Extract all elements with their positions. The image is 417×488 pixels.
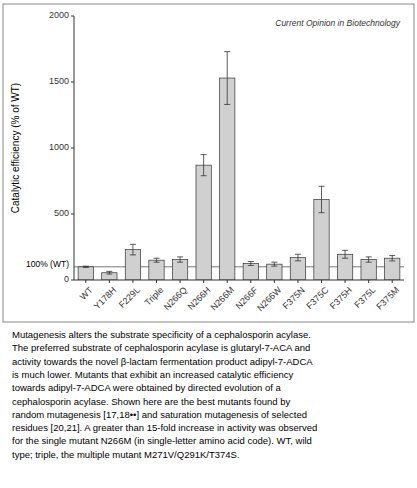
x-tick (321, 280, 322, 283)
error-bar (83, 266, 89, 267)
caption-line: for the single mutant N266M (in single-l… (12, 435, 312, 446)
bar (172, 260, 187, 280)
x-tick-label: F375H (328, 285, 354, 311)
x-tick (132, 280, 133, 283)
error-bar (342, 250, 348, 258)
caption-line: is much lower. Mutants that exhibit an i… (12, 369, 294, 380)
x-axis (74, 280, 404, 281)
caption-line: type; triple, the multiple mutant M271V/… (12, 449, 240, 460)
caption-line: cephalosporin acylase. Shown here are th… (12, 396, 291, 407)
reference-label: 100% (WT) (26, 259, 69, 269)
y-tick (71, 214, 74, 215)
x-tick (109, 280, 110, 283)
y-tick (71, 148, 74, 149)
x-tick-label: F375N (281, 285, 307, 311)
error-bar (295, 254, 301, 261)
error-bar (201, 155, 207, 176)
x-tick (250, 280, 251, 283)
x-tick (180, 280, 181, 283)
error-bar (106, 271, 112, 274)
bar (267, 264, 282, 280)
x-tick-label: N266H (186, 285, 213, 312)
x-tick-label: F375L (352, 285, 377, 310)
caption-line: random mutagenesis [17,18••] and saturat… (12, 409, 307, 420)
bar (220, 78, 235, 280)
x-tick-label: N266Q (162, 285, 189, 312)
bar (290, 258, 305, 280)
y-tick (71, 280, 74, 281)
bar (337, 254, 352, 280)
bar (102, 273, 117, 280)
error-bar (366, 257, 372, 262)
caption-line: activity towards the novel β-lactam ferm… (12, 356, 313, 367)
caption-line: towards adipyl-7-ADCA were obtained by d… (12, 382, 282, 393)
x-tick-label: Y178H (92, 285, 119, 312)
y-tick-label: 2000 (49, 10, 69, 20)
y-tick-label: 500 (54, 208, 69, 218)
bar (385, 258, 400, 280)
x-tick-label: N266M (209, 285, 237, 313)
error-bar (154, 258, 160, 262)
y-tick (71, 82, 74, 83)
error-bar (389, 256, 395, 261)
caption-line: The preferred substrate of cephalosporin… (12, 342, 310, 353)
x-tick (368, 280, 369, 283)
plot-area (74, 52, 404, 280)
error-bar (130, 244, 136, 255)
error-bar (224, 52, 230, 105)
x-tick-label: WT (78, 285, 95, 302)
chart: 0 500 1000 1500 2000 100% (WT) Catalytic effic… (0, 0, 417, 488)
bar (361, 260, 376, 280)
y-tick-label: 0 (64, 274, 69, 284)
caption-line: Mutagenesis alters the substrate specifi… (12, 329, 311, 340)
x-tick (85, 280, 86, 283)
bar (149, 260, 164, 280)
x-tick (392, 280, 393, 283)
x-tick-label: N266W (255, 285, 284, 314)
error-bar (177, 257, 183, 262)
x-tick-label: F375M (374, 285, 401, 312)
x-tick (227, 280, 228, 283)
bar (196, 165, 211, 280)
y-tick-label: 1500 (49, 76, 69, 86)
x-tick (156, 280, 157, 283)
bar (243, 264, 258, 281)
x-tick-label: F375C (304, 285, 331, 312)
reference-line (74, 266, 404, 267)
caption-line: residues [20,21]. A greater than 15-fold… (12, 422, 317, 433)
x-tick (274, 280, 275, 283)
chart-border (3, 4, 414, 322)
y-tick (71, 16, 74, 17)
error-bar (248, 262, 254, 266)
x-tick (345, 280, 346, 283)
y-tick-label: 1000 (49, 142, 69, 152)
x-tick (203, 280, 204, 283)
x-tick (297, 280, 298, 283)
error-bar (271, 262, 277, 266)
error-bar (319, 186, 325, 212)
source-label: Current Opinion in Biotechnology (275, 18, 400, 28)
x-tick-label: F229L (117, 285, 142, 310)
bar (78, 267, 93, 280)
y-axis-label: Catalytic efficiency (% of WT) (10, 83, 21, 213)
